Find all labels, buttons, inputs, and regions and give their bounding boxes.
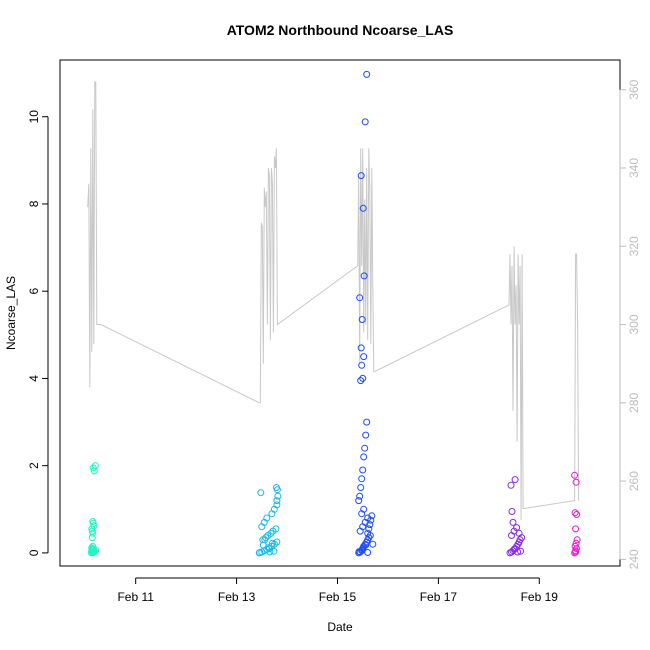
y-tick-label: 2 (27, 462, 41, 469)
y-axis-label: Ncoarse_LAS (4, 276, 18, 350)
data-point (360, 272, 368, 280)
data-point (362, 431, 370, 439)
data-point (507, 481, 515, 489)
data-point (572, 478, 580, 486)
x-axis-label: Date (327, 620, 353, 634)
y-tick-label: 4 (27, 375, 41, 382)
data-point (355, 497, 363, 505)
data-point (571, 509, 579, 517)
data-point (357, 484, 365, 491)
data-point (571, 471, 579, 479)
x-tick-label: Feb 11 (117, 590, 154, 604)
data-point (359, 374, 367, 382)
data-point (572, 548, 580, 556)
x-tick-label: Feb 17 (420, 590, 458, 604)
data-point (91, 548, 99, 556)
data-point (91, 462, 99, 470)
scatter-points-layer (87, 70, 581, 557)
data-point (263, 514, 271, 522)
data-point (368, 512, 376, 520)
data-point (367, 516, 375, 524)
data-point (364, 549, 372, 556)
data-point (514, 548, 522, 556)
y-axis-left: 0 2 4 6 8 10 (27, 110, 49, 556)
data-point (273, 538, 281, 546)
line-series-layer (87, 81, 580, 521)
y2-tick-label: 300 (627, 314, 641, 334)
data-point (90, 467, 98, 475)
data-point (509, 547, 517, 555)
data-point (361, 118, 369, 126)
data-point (358, 361, 366, 369)
data-point (572, 525, 580, 533)
data-point (513, 524, 521, 532)
data-point (358, 316, 366, 323)
y-tick-label: 8 (27, 200, 41, 207)
series-line (87, 81, 580, 521)
x-tick-label: Feb 13 (218, 590, 256, 604)
data-point (369, 540, 377, 548)
data-point (364, 529, 372, 537)
data-point (359, 204, 367, 212)
data-point (515, 529, 523, 537)
data-point (267, 529, 275, 537)
data-point (358, 510, 366, 518)
data-point (358, 475, 366, 483)
data-point (270, 547, 278, 555)
data-point (356, 294, 364, 302)
data-point (573, 536, 581, 544)
data-point (360, 453, 368, 461)
data-point (365, 525, 373, 533)
data-point (573, 511, 581, 518)
data-point (357, 344, 365, 352)
data-point (272, 525, 280, 533)
y-tick-label: 6 (27, 288, 41, 295)
data-point (273, 497, 281, 505)
plot-area (59, 59, 621, 567)
y2-tick-label: 260 (627, 471, 641, 491)
data-point (517, 547, 525, 555)
data-point (268, 539, 276, 547)
data-point (363, 70, 371, 78)
data-point (259, 541, 267, 549)
data-point (256, 549, 264, 556)
data-point (274, 492, 282, 500)
data-point (89, 464, 97, 472)
y2-tick-label: 360 (627, 79, 641, 99)
data-point (572, 539, 580, 547)
data-point (365, 534, 373, 542)
data-point (357, 377, 365, 385)
data-point (257, 489, 265, 497)
data-point (362, 541, 370, 549)
data-point (266, 548, 274, 556)
data-point (89, 518, 97, 525)
y-tick-label: 10 (27, 110, 41, 124)
data-point (366, 521, 374, 529)
data-point (273, 501, 281, 509)
chart-title: ATOM2 Northbound Ncoarse_LAS (227, 22, 454, 38)
data-point (509, 518, 517, 526)
data-point (359, 466, 367, 474)
y-axis-right: 240 260 280 300 320 340 360 (619, 79, 641, 569)
y-tick-label: 0 (27, 549, 41, 556)
y2-tick-label: 320 (627, 236, 641, 256)
data-point (363, 418, 371, 426)
data-point (357, 172, 365, 180)
data-point (360, 505, 368, 513)
data-point (360, 353, 368, 361)
x-axis: Feb 11 Feb 13 Feb 15 Feb 17 Feb 19 (117, 577, 559, 604)
y2-tick-label: 240 (627, 549, 641, 569)
x-tick-label: Feb 15 (319, 590, 357, 604)
x-tick-label: Feb 19 (521, 590, 559, 604)
data-point (361, 444, 369, 452)
data-point (356, 492, 364, 500)
y2-tick-label: 340 (627, 158, 641, 178)
data-point (273, 486, 281, 494)
data-point (88, 527, 96, 535)
y2-tick-label: 280 (627, 392, 641, 412)
data-point (508, 508, 516, 515)
data-point (511, 476, 519, 484)
